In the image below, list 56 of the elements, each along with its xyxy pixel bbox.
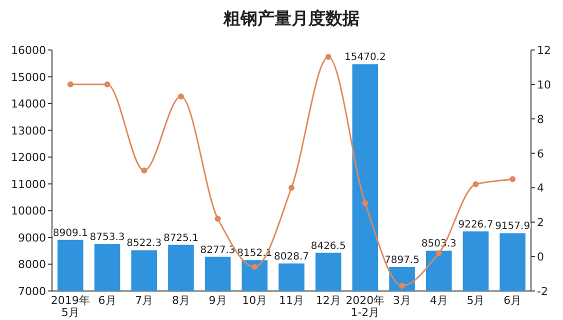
x-tick-label: 6月 <box>504 294 522 307</box>
point <box>436 250 442 256</box>
data-label: 8522.3 <box>126 238 162 250</box>
data-label: 8725.1 <box>163 232 198 244</box>
y2-tick-label: 4 <box>537 182 544 195</box>
x-tick-label: 6月 <box>98 294 116 307</box>
point <box>510 176 516 182</box>
point <box>288 184 294 191</box>
data-label: 8277.3 <box>200 244 236 256</box>
y2-tick-label: 12 <box>537 44 551 57</box>
y-tick-label: 8000 <box>18 258 46 272</box>
x-tick-label: 5月 <box>466 294 485 307</box>
y-tick-label: 14000 <box>11 98 46 111</box>
x-tick-label: 10月 <box>242 294 268 307</box>
y-tick-label: 11000 <box>11 178 46 191</box>
point <box>141 168 148 174</box>
y2-tick-label: -2 <box>537 285 548 298</box>
x-tick-label: 9月 <box>208 294 227 307</box>
data-label: 15470.2 <box>344 52 386 64</box>
point <box>178 93 184 100</box>
y-tick-label: 15000 <box>11 70 46 84</box>
y2-tick-label: 8 <box>537 112 544 126</box>
y2-tick-label: 0 <box>537 250 544 264</box>
x-tick-label: 2019年 5月 <box>50 294 90 319</box>
point <box>472 181 479 188</box>
chart-title: 粗钢产量月度数据 <box>222 9 360 29</box>
y-tick-label: 12000 <box>11 151 46 164</box>
point <box>214 216 221 222</box>
y-tick-label: 16000 <box>11 44 46 57</box>
point <box>362 200 368 206</box>
x-tick-label: 2020年 1-2月 <box>346 294 385 319</box>
x-tick-label: 7月 <box>135 294 154 307</box>
x-tick-label: 11月 <box>279 294 304 307</box>
y2-tick-label: 10 <box>537 78 551 92</box>
point <box>67 81 74 88</box>
x-tick-label: 8月 <box>172 294 190 307</box>
y-tick-label: 9000 <box>18 231 46 244</box>
data-label: 7897.5 <box>384 254 420 266</box>
data-label: 8028.7 <box>274 251 309 262</box>
point <box>399 282 406 289</box>
y2-tick-label: 6 <box>537 147 544 160</box>
point <box>104 81 110 88</box>
x-tick-label: 3月 <box>393 294 412 307</box>
data-label: 8909.1 <box>52 228 88 239</box>
point <box>252 264 258 270</box>
y-tick-label: 10000 <box>11 204 46 218</box>
y-tick-label: 13000 <box>11 124 46 138</box>
data-label: 9226.7 <box>458 219 494 230</box>
data-label: 8426.5 <box>310 240 346 252</box>
x-tick-label: 4月 <box>430 294 448 307</box>
data-label: 9157.9 <box>495 221 530 232</box>
data-label: 8753.3 <box>90 232 125 244</box>
y-tick-label: 7000 <box>18 285 46 298</box>
x-tick-label: 12月 <box>316 294 341 307</box>
y2-tick-label: 2 <box>537 216 544 230</box>
point <box>325 54 332 60</box>
